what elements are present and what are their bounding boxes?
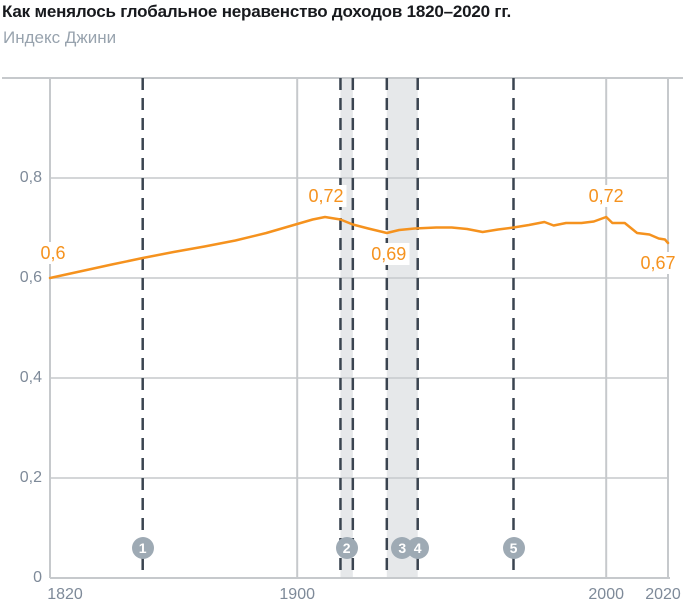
y-axis-label: 0,2 (19, 469, 42, 486)
event-marker-5[interactable]: 5 (502, 537, 525, 559)
y-axis-label: 0,4 (19, 369, 42, 386)
x-axis-label: 2000 (588, 586, 624, 603)
period-band (386, 78, 418, 578)
value-label: 0,72 (305, 185, 347, 207)
x-axis-label: 1900 (279, 586, 315, 603)
value-label: 0,67 (637, 252, 679, 274)
value-label: 0,72 (585, 185, 627, 207)
chart-subtitle: Индекс Джини (3, 28, 117, 47)
x-axis-label: 2020 (645, 586, 681, 603)
value-label: 0,69 (368, 243, 410, 265)
gini-line (48, 215, 670, 280)
y-axis-label: 0,8 (19, 169, 42, 186)
chart-title: Как менялось глобальное неравенство дохо… (2, 2, 512, 21)
event-marker-4[interactable]: 4 (406, 537, 429, 559)
y-axis-label: 0,6 (19, 269, 42, 286)
y-axis-label: 0 (33, 569, 42, 586)
x-axis-label: 1820 (47, 586, 83, 603)
event-marker-2[interactable]: 2 (335, 537, 358, 559)
event-marker-1[interactable]: 1 (131, 537, 154, 559)
value-label: 0,6 (37, 242, 69, 264)
period-band (340, 78, 353, 578)
